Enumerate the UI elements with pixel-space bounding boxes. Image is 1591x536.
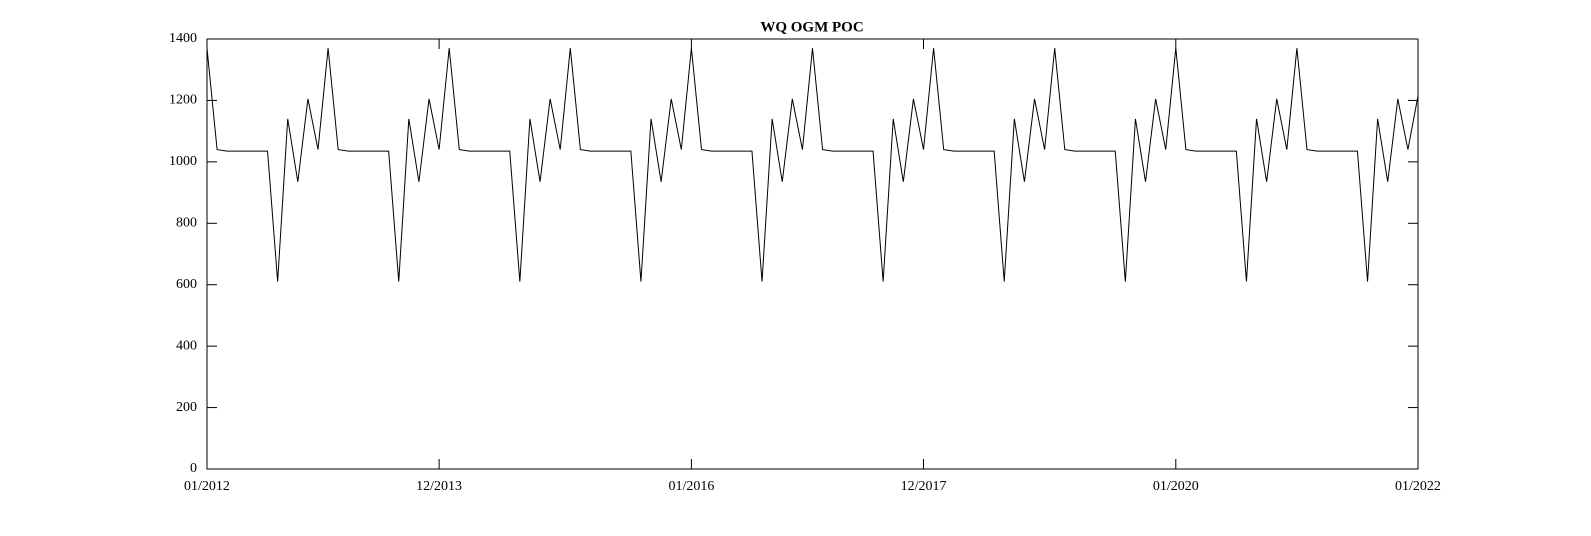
- y-tick-label: 400: [176, 338, 197, 353]
- x-tick-label: 01/2022: [1395, 479, 1441, 494]
- y-tick-label: 1000: [169, 154, 197, 169]
- x-tick-label: 12/2013: [416, 479, 462, 494]
- y-tick-label: 200: [176, 400, 197, 415]
- y-tick-label: 600: [176, 277, 197, 292]
- y-tick-label: 800: [176, 216, 197, 231]
- y-tick-label: 1200: [169, 93, 197, 108]
- axes-box: [206, 38, 1419, 470]
- y-tick-label: 1400: [169, 31, 197, 46]
- data-line: [206, 48, 1419, 282]
- x-tick-label: 12/2017: [901, 479, 947, 494]
- x-tick-label: 01/2020: [1153, 479, 1199, 494]
- x-tick-label: 01/2012: [184, 479, 230, 494]
- chart-title: WQ OGM POC: [760, 19, 863, 35]
- x-tick-label: 01/2016: [668, 479, 714, 494]
- y-tick-label: 0: [190, 461, 197, 476]
